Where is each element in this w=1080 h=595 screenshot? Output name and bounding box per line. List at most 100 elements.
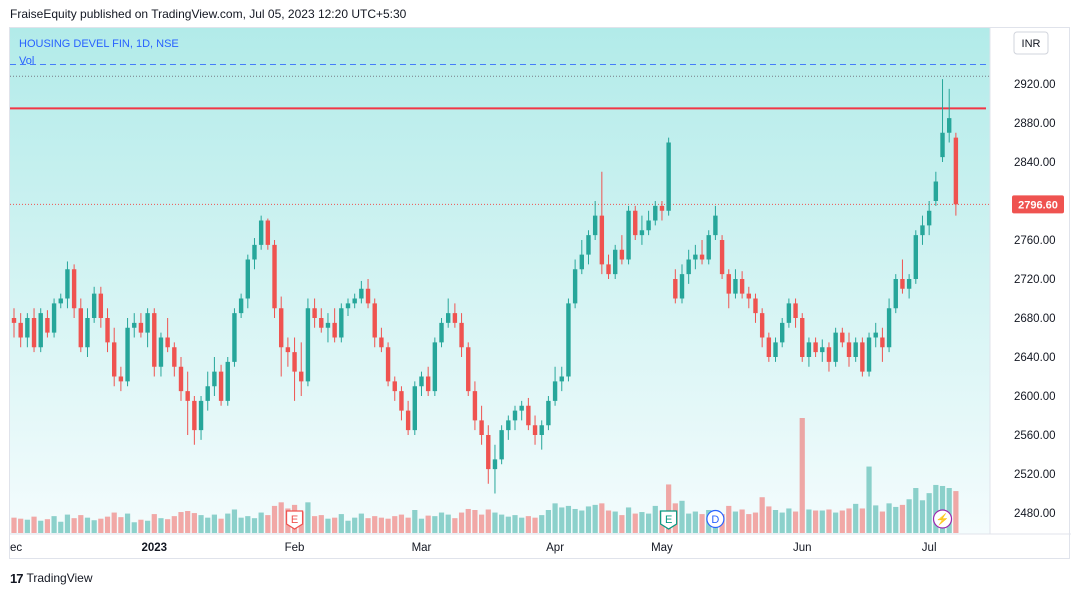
volume-bar [385,518,391,533]
volume-bar [398,514,405,533]
volume-bar [485,509,491,533]
currency-label: INR [1022,38,1041,50]
candle-body [31,318,37,348]
candle [693,244,698,270]
candle [459,313,464,357]
candle-body [539,425,544,435]
volume-bar [352,517,358,533]
candle [866,332,872,377]
candle-body [385,347,391,382]
candle [633,205,638,240]
event-markers: E E D ⚡ [285,509,953,530]
candle-body [793,303,798,318]
candle [592,201,598,240]
time-tick-label: Mar [412,542,432,554]
candle-body [319,318,324,328]
candle [225,357,230,406]
candle-body [325,322,331,328]
candle [452,303,458,328]
candle-body [906,279,912,289]
candle [78,298,83,353]
candle-body [826,347,832,362]
volume-bar [726,505,732,533]
volume-bar [512,515,518,533]
candle [726,269,731,309]
candle [245,254,250,309]
volume-bar [819,510,825,533]
volume-bar [545,510,551,533]
candle [853,337,858,362]
volume-bar [525,516,531,533]
candle [71,264,77,318]
volume-bar [378,517,384,533]
price-tick-label: 2560.00 [1014,430,1056,442]
volume-bar [104,516,111,533]
volume-bar [318,515,324,533]
candle [706,230,711,265]
candle [713,205,718,240]
candle-body [245,259,250,299]
candle-body [466,347,471,392]
candle [906,274,912,299]
candle-body [425,376,431,392]
candle [252,238,257,270]
candle-body [85,318,90,348]
candle [439,318,444,348]
candle-body [365,288,371,304]
candle-body [205,386,210,401]
candle-body [853,342,858,357]
volume-bar [438,512,445,533]
event-marker-dividend[interactable]: D [706,509,725,529]
candle-body [606,264,611,275]
candle [947,88,952,143]
candle [405,400,411,435]
volume-bar [886,503,892,533]
candle-body [940,132,945,158]
volume-bar [605,510,612,533]
volume-bar [345,520,351,533]
volume-bar [171,516,177,533]
candle [399,386,404,421]
candle-body [25,318,30,338]
candle-body [198,400,204,431]
time-tick-label: Feb [285,542,305,554]
event-marker-split[interactable]: ⚡ [932,509,953,529]
candlestick-chart[interactable]: EED⚡ 2920.002880.002840.002800.002760.00… [10,28,1071,560]
candle [45,310,50,338]
candle [492,444,498,494]
candle-body [893,279,898,309]
volume-bar [218,518,224,533]
event-marker-earnings-past[interactable]: E [285,510,304,530]
candle [486,425,491,484]
candle [265,218,271,250]
price-tick-label: 2920.00 [1014,79,1056,91]
candle-body [880,337,885,348]
candle-body [766,337,772,357]
footer-brand[interactable]: 17 TradingView [10,569,93,587]
legend-volume[interactable]: Vol [19,55,34,67]
candle [258,215,264,250]
candle-body [546,400,551,426]
candle [165,318,170,353]
event-marker-earnings[interactable]: E [660,510,678,530]
candle-body [172,347,177,367]
candle-body [125,327,130,382]
split-shape [932,509,953,529]
candle-body [706,235,711,260]
candle-body [933,181,939,201]
candle [299,342,304,396]
candle [31,308,37,353]
candle-body [379,337,384,348]
volume-bar [71,518,77,533]
candle-body [886,308,892,348]
legend-symbol[interactable]: HOUSING DEVEL FIN, 1D, NSE [19,38,179,50]
candle-body [579,254,584,270]
volume-bar [612,511,618,533]
volume-bar [559,507,565,533]
volume-bar [552,503,558,533]
candle [11,308,17,338]
candle-body [405,410,411,431]
candle [65,261,70,309]
volume-bar [98,518,104,533]
currency-badge[interactable]: INR [1013,31,1049,55]
